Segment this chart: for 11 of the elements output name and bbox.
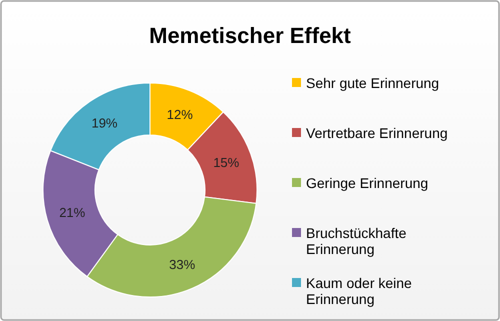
data-label: 12% (166, 107, 194, 122)
data-label: 21% (59, 205, 86, 220)
legend-label: Vertretbare Erinnerung (306, 125, 448, 141)
data-label: 33% (169, 256, 196, 272)
legend-label: Kaum oder keine Erinnerung (306, 275, 412, 307)
legend-label: Sehr gute Erinnerung (306, 75, 440, 91)
chart-title: Memetischer Effekt (149, 23, 352, 48)
data-label: 19% (91, 116, 118, 131)
legend-label: Bruchstückhafte Erinnerung (306, 225, 407, 257)
legend-label: Geringe Erinnerung (306, 175, 428, 191)
data-label: 15% (213, 155, 240, 170)
